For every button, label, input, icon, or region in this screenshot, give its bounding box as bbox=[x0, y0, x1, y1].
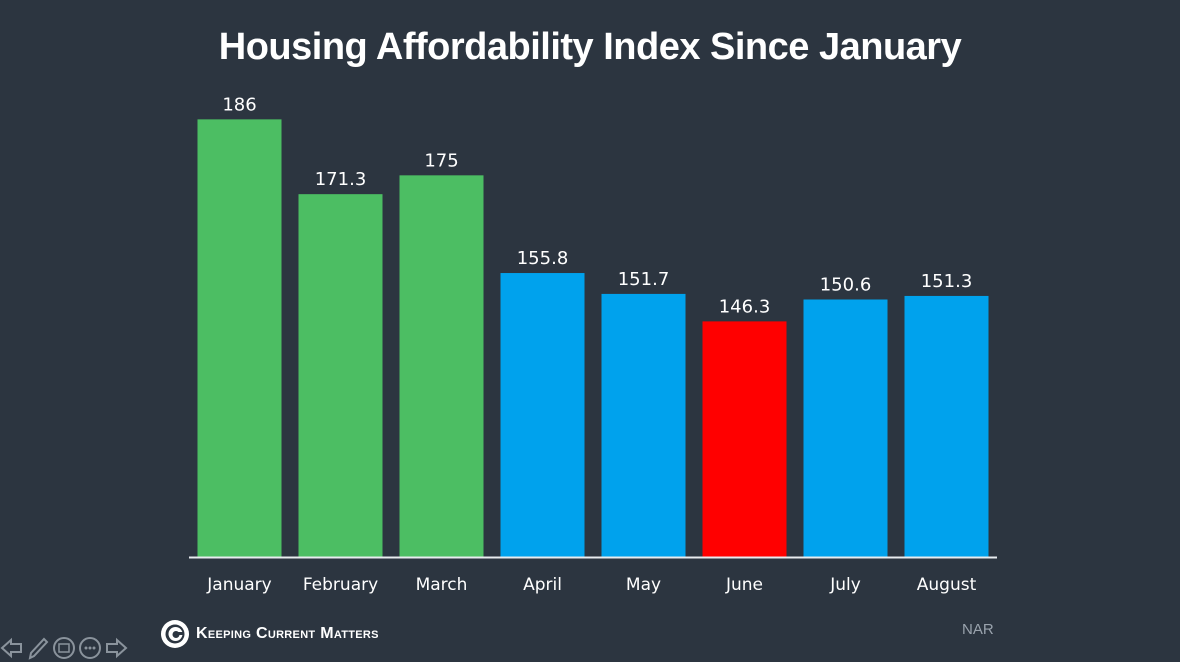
category-label: January bbox=[206, 575, 271, 595]
category-label: May bbox=[626, 575, 661, 595]
value-label: 151.3 bbox=[921, 271, 973, 292]
category-label: June bbox=[725, 575, 763, 595]
arrow-left-icon bbox=[0, 637, 22, 659]
more-options-button[interactable] bbox=[78, 636, 102, 660]
previous-slide-button[interactable] bbox=[0, 636, 24, 660]
pen-tool-button[interactable] bbox=[26, 636, 50, 660]
slides-icon bbox=[53, 637, 75, 659]
bar-april bbox=[500, 273, 585, 557]
bar-march bbox=[399, 175, 484, 558]
more-icon bbox=[79, 637, 101, 659]
source-label: NAR bbox=[962, 621, 994, 638]
category-label: March bbox=[416, 575, 468, 595]
bar-august bbox=[904, 295, 989, 557]
category-label: July bbox=[829, 575, 861, 595]
category-label: February bbox=[303, 575, 378, 595]
pencil-icon bbox=[28, 637, 49, 660]
arrow-right-icon bbox=[106, 637, 128, 659]
bar-july bbox=[803, 299, 888, 557]
chart-title: Housing Affordability Index Since Januar… bbox=[218, 26, 962, 68]
brand-logo: Keeping Current Matters bbox=[160, 619, 379, 649]
value-label: 146.3 bbox=[719, 296, 771, 317]
slide-view-button[interactable] bbox=[52, 636, 76, 660]
value-label: 186 bbox=[222, 94, 256, 115]
category-label: April bbox=[523, 575, 562, 595]
bar-january bbox=[197, 119, 282, 557]
value-label: 175 bbox=[424, 150, 458, 171]
value-label: 155.8 bbox=[517, 248, 569, 269]
value-label: 150.6 bbox=[820, 275, 872, 296]
value-label: 151.7 bbox=[618, 269, 670, 290]
spiral-logo-icon bbox=[161, 620, 189, 648]
slide-nav-toolbar bbox=[0, 636, 128, 660]
next-slide-button[interactable] bbox=[104, 636, 128, 660]
value-label: 171.3 bbox=[315, 169, 367, 190]
bar-june bbox=[702, 321, 787, 557]
category-label: August bbox=[917, 575, 977, 595]
brand-name: Keeping Current Matters bbox=[196, 625, 379, 642]
bar-may bbox=[601, 293, 686, 557]
bar-february bbox=[298, 194, 383, 557]
